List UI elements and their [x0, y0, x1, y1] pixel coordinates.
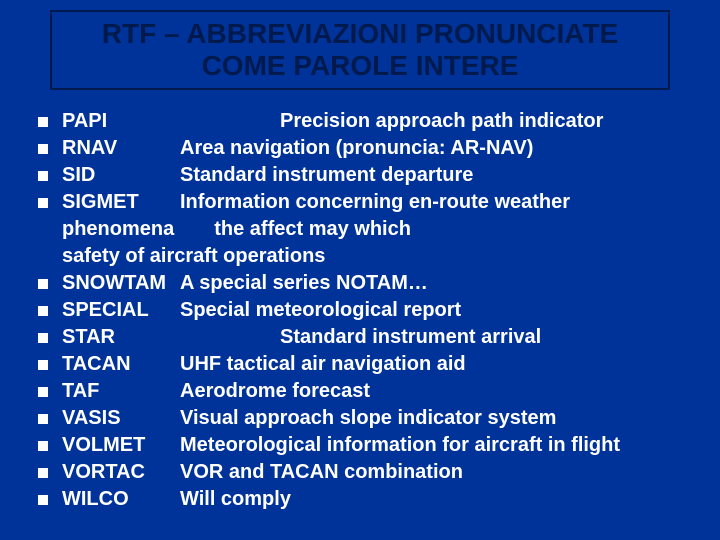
list-item: STARStandard instrument arrival — [38, 324, 680, 351]
list-item: VASISVisual approach slope indicator sys… — [38, 405, 680, 432]
abbr: STAR — [62, 324, 180, 351]
definition: VOR and TACAN combination — [180, 459, 680, 486]
definition: UHF tactical air navigation aid — [180, 351, 680, 378]
definition: Meteorological information for aircraft … — [180, 432, 680, 459]
list-item: SIGMETInformation concerning en-route we… — [38, 189, 680, 216]
slide: RTF – ABBREVIAZIONI PRONUNCIATE COME PAR… — [0, 0, 720, 540]
bullet-icon — [38, 360, 48, 370]
abbr: TAF — [62, 378, 180, 405]
definition-continuation: safety of aircraft operations — [38, 243, 680, 270]
list-item: VORTACVOR and TACAN combination — [38, 459, 680, 486]
abbr: SNOWTAM — [62, 270, 180, 297]
definition-continuation: phenomena the affect may which — [38, 216, 680, 243]
bullet-icon — [38, 468, 48, 478]
list-item: WILCOWill comply — [38, 486, 680, 513]
bullet-icon — [38, 117, 48, 127]
abbr: VASIS — [62, 405, 180, 432]
list-item: VOLMETMeteorological information for air… — [38, 432, 680, 459]
title-box: RTF – ABBREVIAZIONI PRONUNCIATE COME PAR… — [50, 10, 670, 90]
slide-title: RTF – ABBREVIAZIONI PRONUNCIATE COME PAR… — [62, 18, 658, 82]
list-item: SPECIALSpecial meteorological report — [38, 297, 680, 324]
list-item: SIDStandard instrument departure — [38, 162, 680, 189]
content-list: PAPIPrecision approach path indicatorRNA… — [20, 108, 700, 513]
definition: Standard instrument departure — [180, 162, 680, 189]
definition: Special meteorological report — [180, 297, 680, 324]
list-item: TAFAerodrome forecast — [38, 378, 680, 405]
abbr: SIGMET — [62, 189, 180, 216]
abbr: WILCO — [62, 486, 180, 513]
bullet-icon — [38, 414, 48, 424]
definition: Standard instrument arrival — [180, 324, 680, 351]
bullet-icon — [38, 387, 48, 397]
list-item: TACANUHF tactical air navigation aid — [38, 351, 680, 378]
list-item: PAPIPrecision approach path indicator — [38, 108, 680, 135]
abbr: VOLMET — [62, 432, 180, 459]
definition: Area navigation (pronuncia: AR-NAV) — [180, 135, 680, 162]
list-item: RNAVArea navigation (pronuncia: AR-NAV) — [38, 135, 680, 162]
abbr: SPECIAL — [62, 297, 180, 324]
abbr: RNAV — [62, 135, 180, 162]
bullet-icon — [38, 144, 48, 154]
bullet-icon — [38, 171, 48, 181]
bullet-icon — [38, 333, 48, 343]
definition: Visual approach slope indicator system — [180, 405, 680, 432]
abbr: SID — [62, 162, 180, 189]
definition: Will comply — [180, 486, 680, 513]
definition-text: Precision approach path indicator — [180, 108, 603, 135]
definition: A special series NOTAM… — [180, 270, 680, 297]
bullet-icon — [38, 279, 48, 289]
definition: Information concerning en-route weather — [180, 189, 680, 216]
abbr: TACAN — [62, 351, 180, 378]
abbr: PAPI — [62, 108, 180, 135]
bullet-icon — [38, 441, 48, 451]
bullet-icon — [38, 198, 48, 208]
definition: Precision approach path indicator — [180, 108, 680, 135]
definition-text: Standard instrument arrival — [180, 324, 541, 351]
definition: Aerodrome forecast — [180, 378, 680, 405]
abbr: VORTAC — [62, 459, 180, 486]
bullet-icon — [38, 306, 48, 316]
bullet-icon — [38, 495, 48, 505]
list-item: SNOWTAMA special series NOTAM… — [38, 270, 680, 297]
